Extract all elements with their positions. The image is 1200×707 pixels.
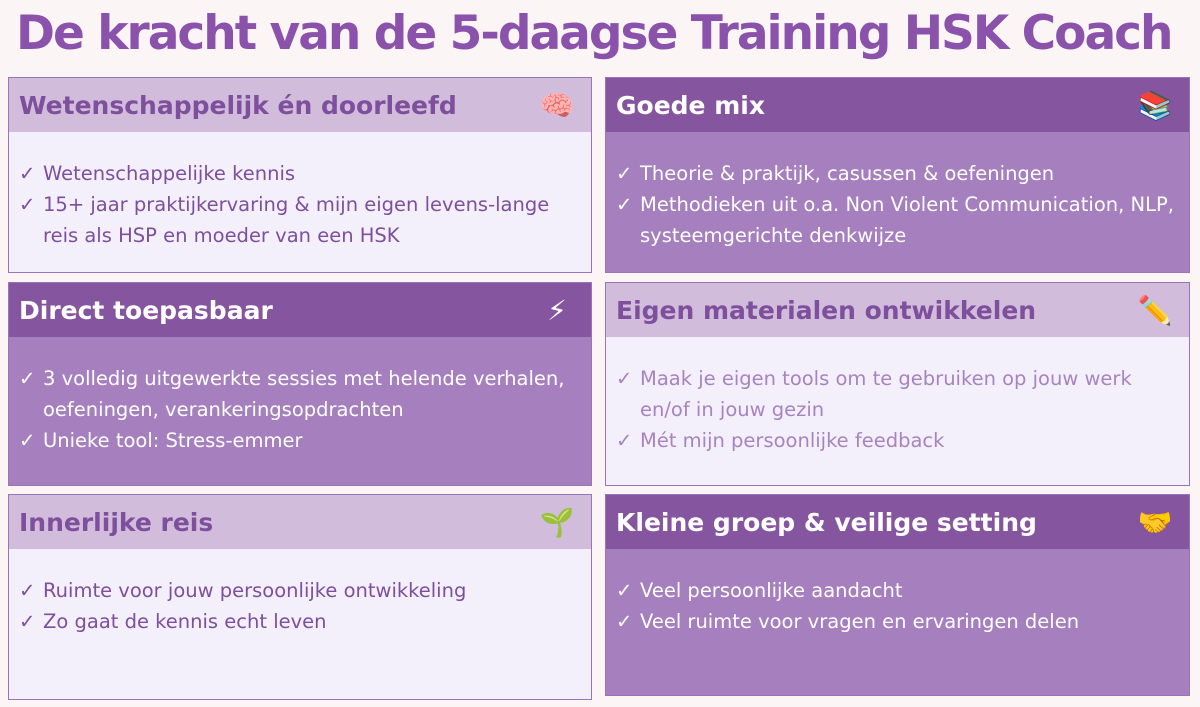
item-text: Veel ruimte voor vragen en ervaringen de… bbox=[640, 610, 1080, 633]
card-header: Goede mix 📚 bbox=[606, 78, 1189, 132]
card-body: ✓ Wetenschappelijke kennis ✓ 15+ jaar prakt… bbox=[9, 132, 591, 272]
check-icon: ✓ bbox=[19, 193, 36, 216]
check-icon: ✓ bbox=[616, 193, 633, 216]
list-item: ✓ 15+ jaar praktijkervaring & mijn eigen … bbox=[19, 189, 581, 251]
feature-card: Goede mix 📚 ✓ Theorie & praktijk, casusse… bbox=[605, 77, 1190, 273]
list-item: ✓ Veel ruimte voor vragen en ervaringen d… bbox=[616, 606, 1179, 637]
item-text: Wetenschappelijke kennis bbox=[43, 162, 296, 185]
card-title: Wetenschappelijk én doorleefd bbox=[19, 90, 457, 120]
card-body: ✓ Maak je eigen tools om te gebruiken op … bbox=[606, 337, 1189, 485]
feature-card: Eigen materialen ontwikkelen ✏️ ✓ Maak je… bbox=[605, 282, 1190, 486]
check-icon: ✓ bbox=[616, 162, 633, 185]
list-item: ✓ 3 volledig uitgewerkte sessies met hele… bbox=[19, 363, 581, 425]
item-text: Veel persoonlijke aandacht bbox=[640, 579, 903, 602]
check-icon: ✓ bbox=[616, 429, 633, 452]
brain-icon: 🧠 bbox=[539, 88, 575, 122]
check-icon: ✓ bbox=[19, 367, 36, 390]
check-icon: ✓ bbox=[616, 610, 633, 633]
feature-card: Wetenschappelijk én doorleefd 🧠 ✓ Wetensc… bbox=[8, 77, 592, 273]
card-body: ✓ 3 volledig uitgewerkte sessies met hele… bbox=[9, 337, 591, 485]
item-text: Mét mijn persoonlijke feedback bbox=[640, 429, 945, 452]
list-item: ✓ Unieke tool: Stress-emmer bbox=[19, 425, 581, 456]
card-title: Direct toepasbaar bbox=[19, 295, 273, 325]
list-item: ✓ Veel persoonlijke aandacht bbox=[616, 575, 1179, 606]
check-icon: ✓ bbox=[19, 162, 36, 185]
item-text: 3 volledig uitgewerkte sessies met helen… bbox=[43, 367, 565, 421]
card-body: ✓ Ruimte voor jouw persoonlijke ontwikkel… bbox=[9, 549, 591, 699]
list-item: ✓ Ruimte voor jouw persoonlijke ontwikkel… bbox=[19, 575, 581, 606]
check-icon: ✓ bbox=[19, 610, 36, 633]
card-body: ✓ Veel persoonlijke aandacht ✓ Veel ruimte … bbox=[606, 549, 1189, 695]
lightning-icon: ⚡ bbox=[547, 293, 567, 327]
card-header: Kleine groep & veilige setting 🤝 bbox=[606, 495, 1189, 549]
card-title: Eigen materialen ontwikkelen bbox=[616, 295, 1037, 325]
check-icon: ✓ bbox=[19, 579, 36, 602]
list-item: ✓ Theorie & praktijk, casussen & oefening… bbox=[616, 158, 1179, 189]
item-text: Ruimte voor jouw persoonlijke ontwikkeli… bbox=[43, 579, 467, 602]
feature-card: Innerlijke reis 🌱 ✓ Ruimte voor jouw pers… bbox=[8, 494, 592, 700]
check-icon: ✓ bbox=[616, 367, 633, 390]
card-title: Goede mix bbox=[616, 90, 765, 120]
card-header: Eigen materialen ontwikkelen ✏️ bbox=[606, 283, 1189, 337]
item-text: Zo gaat de kennis echt leven bbox=[43, 610, 327, 633]
list-item: ✓ Wetenschappelijke kennis bbox=[19, 158, 581, 189]
check-icon: ✓ bbox=[616, 579, 633, 602]
pencil-icon: ✏️ bbox=[1137, 293, 1173, 327]
feature-card: Kleine groep & veilige setting 🤝 ✓ Veel p… bbox=[605, 494, 1190, 696]
card-body: ✓ Theorie & praktijk, casussen & oefening… bbox=[606, 132, 1189, 272]
list-item: ✓ Methodieken uit o.a. Non Violent Commun… bbox=[616, 189, 1179, 251]
list-item: ✓ Mét mijn persoonlijke feedback bbox=[616, 425, 1179, 456]
list-item: ✓ Zo gaat de kennis echt leven bbox=[19, 606, 581, 637]
item-text: Unieke tool: Stress-emmer bbox=[43, 429, 303, 452]
card-title: Kleine groep & veilige setting bbox=[616, 507, 1037, 537]
card-header: Innerlijke reis 🌱 bbox=[9, 495, 591, 549]
feature-card: Direct toepasbaar ⚡ ✓ 3 volledig uitgewer… bbox=[8, 282, 592, 486]
item-text: Maak je eigen tools om te gebruiken op j… bbox=[640, 367, 1132, 421]
list-item: ✓ Maak je eigen tools om te gebruiken op … bbox=[616, 363, 1179, 425]
check-icon: ✓ bbox=[19, 429, 36, 452]
books-icon: 📚 bbox=[1137, 88, 1173, 122]
seedling-icon: 🌱 bbox=[539, 505, 575, 539]
item-text: Methodieken uit o.a. Non Violent Communi… bbox=[640, 193, 1174, 247]
item-text: 15+ jaar praktijkervaring & mijn eigen l… bbox=[43, 193, 550, 247]
page-title: De kracht van de 5-daagse Training HSK C… bbox=[16, 6, 1173, 61]
card-title: Innerlijke reis bbox=[19, 507, 214, 537]
handshake-icon: 🤝 bbox=[1137, 505, 1173, 539]
item-text: Theorie & praktijk, casussen & oefeninge… bbox=[640, 162, 1055, 185]
card-header: Wetenschappelijk én doorleefd 🧠 bbox=[9, 78, 591, 132]
card-header: Direct toepasbaar ⚡ bbox=[9, 283, 591, 337]
